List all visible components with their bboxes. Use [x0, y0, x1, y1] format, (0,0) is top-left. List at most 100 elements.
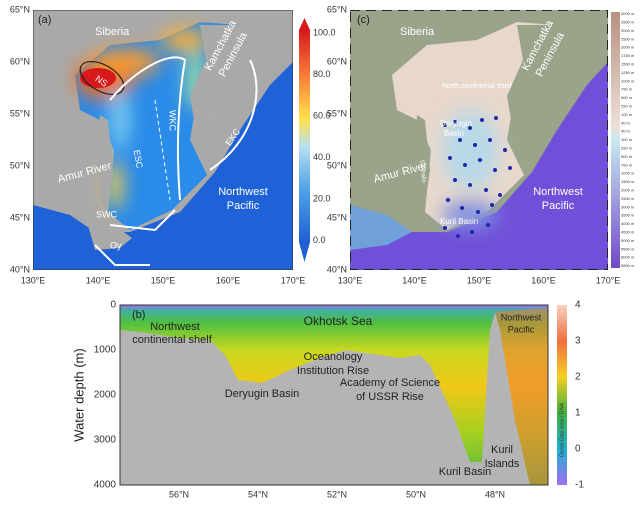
- current-label: WKC: [168, 110, 178, 131]
- map-c: [350, 10, 608, 270]
- lon-label: 130°E: [338, 275, 363, 285]
- depth-label: 2500 m: [621, 196, 635, 201]
- depth-label: 3500 m: [621, 19, 635, 24]
- x-tick-label: 56°N: [169, 489, 189, 499]
- station: [503, 148, 507, 152]
- x-tick-label: 48°N: [485, 489, 505, 499]
- lon-label: 150°E: [151, 275, 176, 285]
- lon-label: 150°E: [467, 275, 492, 285]
- feature-label: Institution Rise: [297, 365, 369, 377]
- credit: Ocean Data View / DIVA: [559, 402, 565, 457]
- depth-label: 2500 m: [621, 36, 635, 41]
- lon-label: 160°E: [531, 275, 556, 285]
- y-tick-label: 3000: [94, 435, 117, 446]
- colorbar-label: 20.0: [313, 193, 331, 203]
- colorbar: [299, 30, 310, 242]
- station: [488, 138, 492, 142]
- depth-label: 500 m: [621, 95, 633, 100]
- station: [486, 223, 490, 227]
- depth-label: 750 m: [621, 162, 633, 167]
- station: [460, 206, 464, 210]
- depth-legend: [611, 12, 620, 268]
- lat-label: 40°N: [327, 264, 347, 274]
- depth-label: 3000 m: [621, 28, 635, 33]
- lon-label: 160°E: [216, 275, 241, 285]
- feature-label: continental shelf: [132, 334, 212, 346]
- place-label: Sakhalin: [418, 160, 426, 183]
- feature-label: Kuril Basin: [439, 466, 492, 478]
- station: [478, 158, 482, 162]
- depth-label: 4500 m: [621, 229, 635, 234]
- y-tick-label: 0: [110, 300, 116, 311]
- place-label: Kuril Basin: [440, 217, 478, 226]
- feature-label: Islands: [485, 458, 520, 470]
- station: [494, 116, 498, 120]
- y-tick-label: 1000: [94, 345, 117, 356]
- y-axis-title: Water depth (m): [71, 348, 86, 441]
- colorbar-label: 0.0: [313, 235, 326, 245]
- panel-label: (a): [38, 14, 51, 26]
- depth-label: 5500 m: [621, 246, 635, 251]
- colorbar-label: 0: [575, 444, 581, 455]
- station: [453, 120, 457, 124]
- station: [443, 226, 447, 230]
- axis-labels: 0 1000 2000 3000 4000 56°N 54°N 52°N 50°N 48°N 4 3 2…: [94, 300, 585, 500]
- feature-label: Northwest: [501, 312, 542, 322]
- station: [456, 234, 460, 238]
- station: [458, 138, 462, 142]
- place-label: Deryugin: [440, 119, 472, 128]
- colorbar-label: 4: [575, 300, 581, 311]
- depth-label: 1500 m: [621, 61, 635, 66]
- colorbar-label: 1: [575, 408, 581, 419]
- place-label: Northwest: [533, 186, 583, 198]
- depth-label: 3000 m: [621, 204, 635, 209]
- lat-label: 50°N: [10, 160, 30, 170]
- y-tick-label: 2000: [94, 390, 117, 401]
- feature-label: Okhotsk Sea: [304, 314, 373, 328]
- station: [443, 123, 447, 127]
- station: [480, 118, 484, 122]
- depth-label: 1750 m: [621, 53, 635, 58]
- station: [470, 230, 474, 234]
- depth-label: 1500 m: [621, 179, 635, 184]
- lat-label: 60°N: [10, 56, 30, 66]
- lat-label: 60°N: [327, 56, 347, 66]
- lon-label: 170°E: [281, 275, 306, 285]
- colorbar: [557, 305, 567, 485]
- section-b: [119, 304, 549, 486]
- lon-label: 140°E: [402, 275, 427, 285]
- depth-label: 250 m: [621, 103, 633, 108]
- feature-label: Pacific: [508, 324, 535, 334]
- depth-label: 100 m: [621, 137, 633, 142]
- depth-label: 250 m: [621, 145, 633, 150]
- station: [493, 168, 497, 172]
- lat-label: 50°N: [327, 160, 347, 170]
- place-label: Pacific: [542, 200, 575, 212]
- station: [453, 178, 457, 182]
- feature-label: Oceanology: [304, 351, 363, 363]
- lat-label: 45°N: [10, 212, 30, 222]
- depth-label: 100 m: [621, 112, 633, 117]
- station: [468, 183, 472, 187]
- feature-label: Deryugin Basin: [225, 388, 300, 400]
- panel-label: (c): [357, 14, 370, 26]
- depth-legend-labels: 4000 m 3500 m 3000 m 2500 m 2000 m 1750 m 1500…: [621, 11, 635, 268]
- station: [448, 156, 452, 160]
- depth-label: 4000 m: [621, 11, 635, 16]
- depth-label: 50 m: [621, 129, 631, 134]
- station: [446, 198, 450, 202]
- current-label: Oy: [110, 240, 122, 250]
- depth-label: 2000 m: [621, 45, 635, 50]
- station: [476, 210, 480, 214]
- feature-label: of USSR Rise: [356, 391, 424, 403]
- depth-label: 500 m: [621, 154, 633, 159]
- lat-label: 65°N: [327, 4, 347, 14]
- y-tick-label: 4000: [94, 480, 117, 491]
- feature-label: Kuril: [491, 444, 513, 456]
- x-tick-label: 52°N: [327, 489, 347, 499]
- depth-label: 2000 m: [621, 187, 635, 192]
- place-label: Basin: [444, 129, 464, 138]
